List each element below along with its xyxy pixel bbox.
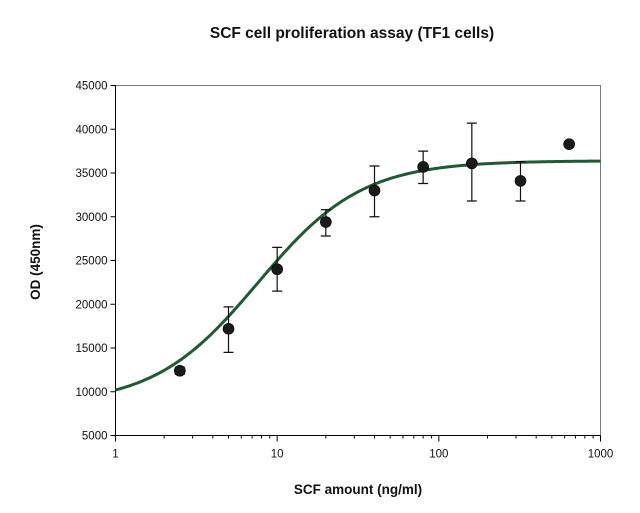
data-point xyxy=(417,161,429,173)
y-tick-label: 40000 xyxy=(76,124,108,136)
data-point xyxy=(222,322,235,335)
y-tick-label: 45000 xyxy=(76,81,108,93)
data-point xyxy=(466,157,478,170)
y-tick-label: 15000 xyxy=(76,343,108,355)
chart-title: SCF cell proliferation assay (TF1 cells) xyxy=(210,25,494,42)
plot-frame xyxy=(115,85,601,436)
data-point xyxy=(368,184,381,197)
x-tick-label: 1000 xyxy=(588,449,614,461)
y-axis-ticks: 5000 10000 15000 20000 25000 30000 35000 40000 4… xyxy=(76,81,116,443)
x-tick-label: 100 xyxy=(429,449,448,461)
data-points xyxy=(174,138,575,377)
x-tick-label: 10 xyxy=(271,449,284,461)
data-point xyxy=(563,138,575,150)
data-point xyxy=(174,364,186,377)
y-tick-label: 25000 xyxy=(76,256,108,268)
y-axis-label: OD (450nm) xyxy=(28,224,43,300)
y-tick-label: 10000 xyxy=(76,387,108,399)
data-point xyxy=(514,175,527,187)
data-point xyxy=(320,216,332,228)
fit-curve xyxy=(115,159,601,392)
error-bars xyxy=(174,122,575,375)
x-tick-label: 1 xyxy=(112,449,118,461)
x-axis-ticks: 1 10 100 1000 xyxy=(112,435,614,461)
y-tick-label: 5000 xyxy=(82,431,108,443)
y-tick-label: 35000 xyxy=(76,168,108,180)
x-axis-label: SCF amount (ng/ml) xyxy=(294,482,422,497)
y-tick-label: 30000 xyxy=(76,212,108,224)
data-point xyxy=(271,263,283,276)
y-tick-label: 20000 xyxy=(76,299,108,311)
